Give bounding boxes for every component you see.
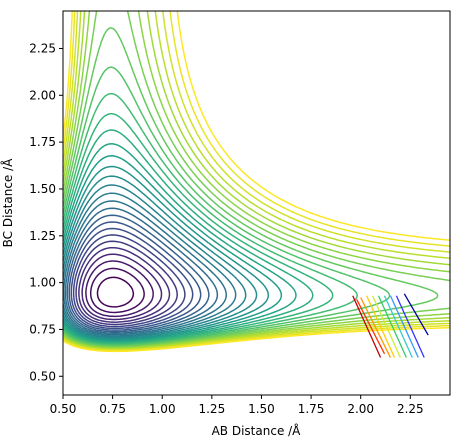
y-axis-label: BC Distance /Å bbox=[0, 158, 15, 248]
contour-level bbox=[63, 113, 334, 345]
trajectory-segments bbox=[352, 293, 429, 358]
y-tick-label: 1.00 bbox=[29, 276, 56, 290]
contour-level bbox=[63, 66, 391, 346]
contour-level bbox=[63, 11, 450, 350]
contour-level bbox=[72, 234, 186, 328]
y-tick-label: 0.75 bbox=[29, 322, 56, 336]
y-axis: 0.50 0.75 1.00 1.25 1.50 1.75 2.00 2.25 bbox=[29, 41, 63, 383]
contour-level bbox=[63, 11, 450, 350]
x-tick-label: 2.25 bbox=[397, 402, 424, 416]
contour-level bbox=[63, 192, 237, 337]
contour-level bbox=[63, 200, 228, 336]
contour-level bbox=[63, 184, 247, 338]
contour-level bbox=[63, 11, 450, 348]
contour-level bbox=[63, 155, 283, 342]
x-tick-label: 2.00 bbox=[347, 402, 374, 416]
contour-level bbox=[89, 267, 145, 314]
x-tick-label: 1.75 bbox=[298, 402, 325, 416]
x-tick-label: 1.50 bbox=[248, 402, 275, 416]
contour-level bbox=[63, 175, 258, 340]
contour-level bbox=[63, 11, 450, 349]
y-tick-label: 1.50 bbox=[29, 182, 56, 196]
trajectory-segment bbox=[352, 295, 382, 358]
x-tick-label: 0.75 bbox=[99, 402, 126, 416]
x-tick-label: 1.00 bbox=[149, 402, 176, 416]
trajectory-segment bbox=[372, 295, 401, 358]
contour-level bbox=[63, 143, 297, 343]
trajectory-segment bbox=[356, 299, 386, 355]
contour-level bbox=[96, 276, 135, 308]
plot-frame bbox=[62, 10, 451, 396]
trajectory-segment bbox=[360, 297, 392, 358]
trajectory-segment bbox=[377, 295, 407, 358]
contour-lines bbox=[63, 11, 450, 353]
y-tick-label: 2.25 bbox=[29, 41, 56, 55]
x-tick-label: 0.50 bbox=[50, 402, 77, 416]
contour-level bbox=[68, 221, 202, 331]
contour-level bbox=[63, 129, 314, 344]
contour-level bbox=[78, 246, 171, 323]
trajectory-segment bbox=[366, 295, 396, 358]
x-axis-label: AB Distance /Å bbox=[212, 423, 302, 438]
contour-level bbox=[70, 227, 194, 330]
contour-level bbox=[81, 253, 163, 321]
contour-level bbox=[75, 240, 178, 326]
y-tick-label: 0.50 bbox=[29, 369, 56, 383]
y-tick-label: 2.00 bbox=[29, 88, 56, 102]
contour-level bbox=[64, 207, 219, 334]
trajectory-segment bbox=[383, 295, 413, 358]
y-tick-label: 1.25 bbox=[29, 229, 56, 243]
contour-level bbox=[63, 92, 358, 346]
contour-level bbox=[66, 214, 210, 333]
contour-level bbox=[63, 11, 450, 353]
trajectory-segment bbox=[395, 295, 425, 358]
y-tick-label: 1.75 bbox=[29, 135, 56, 149]
x-axis: 0.50 0.75 1.00 1.25 1.50 1.75 2.00 2.25 bbox=[50, 395, 424, 416]
trajectory-segment bbox=[389, 295, 419, 358]
x-tick-label: 1.25 bbox=[198, 402, 225, 416]
contour-level bbox=[63, 27, 439, 347]
trajectory-segment bbox=[403, 293, 429, 336]
contour-level bbox=[63, 165, 270, 341]
contour-level bbox=[85, 260, 154, 318]
